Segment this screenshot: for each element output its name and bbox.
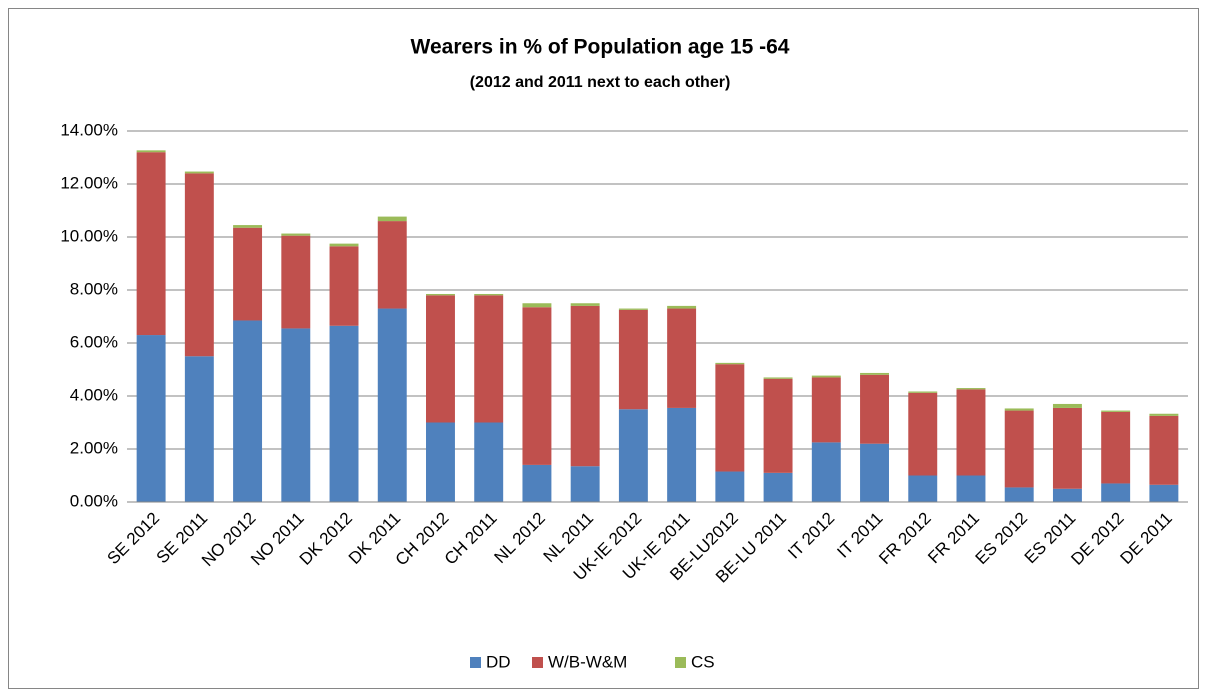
- bar-segment: [329, 246, 359, 326]
- bar-segment: [667, 305, 697, 309]
- bar-segment: [281, 233, 311, 236]
- bar-segment: [426, 295, 455, 423]
- bar-segment: [570, 305, 600, 467]
- chart-title: Wearers in % of Population age 15 -64: [411, 36, 790, 59]
- bar-segment: [956, 388, 986, 390]
- bar-segment: [860, 374, 889, 444]
- y-tick-label: 6.00%: [70, 332, 118, 351]
- bar-segment: [956, 389, 986, 476]
- bar-segment: [474, 422, 504, 502]
- bar-segment: [426, 422, 455, 502]
- chart-subtitle: (2012 and 2011 next to each other): [470, 74, 731, 91]
- bar-segment: [1101, 483, 1131, 502]
- bar-segment: [522, 303, 552, 308]
- legend-swatch: [470, 657, 481, 668]
- legend-label: CS: [691, 652, 715, 671]
- legend-label: W/B-W&M: [548, 652, 627, 671]
- bar-segment: [233, 320, 263, 502]
- bar-segment: [426, 293, 455, 296]
- y-tick-label: 10.00%: [60, 226, 118, 245]
- bar-segment: [281, 235, 311, 329]
- bar-segment: [811, 375, 841, 378]
- bar-segment: [667, 407, 697, 502]
- bar-segment: [908, 392, 938, 476]
- bar-segment: [763, 377, 793, 379]
- bar-segment: [763, 378, 793, 473]
- bar-segment: [233, 225, 263, 228]
- bar-segment: [763, 472, 793, 502]
- bar-segment: [1149, 413, 1179, 416]
- bar-segment: [860, 443, 889, 502]
- bar-segment: [377, 308, 407, 502]
- bar-segment: [860, 372, 889, 375]
- bar-segment: [570, 466, 600, 502]
- bar-segment: [329, 325, 359, 502]
- bar-segment: [329, 243, 359, 247]
- bar-segment: [184, 171, 214, 174]
- bar-segment: [281, 328, 311, 502]
- bar-segment: [570, 303, 600, 306]
- bar-segment: [1149, 415, 1179, 485]
- bar-segment: [136, 150, 166, 153]
- bar-segment: [908, 475, 938, 502]
- y-tick-label: 2.00%: [70, 438, 118, 457]
- bar-segment: [377, 216, 407, 222]
- bar-segment: [474, 293, 504, 296]
- y-tick-label: 14.00%: [60, 120, 118, 139]
- bar-segment: [184, 173, 214, 357]
- bar-segment: [1101, 410, 1131, 412]
- bar-segment: [811, 442, 841, 502]
- bar-segment: [1052, 403, 1082, 408]
- bar-segment: [233, 227, 263, 321]
- bar-segment: [136, 335, 166, 502]
- bar-segment: [1004, 408, 1034, 411]
- bar-segment: [667, 308, 697, 408]
- y-tick-label: 4.00%: [70, 385, 118, 404]
- bar-segment: [377, 221, 407, 309]
- bar-segment: [618, 409, 648, 502]
- bar-segment: [1004, 410, 1034, 488]
- bar-segment: [956, 475, 986, 502]
- bar-segment: [715, 471, 745, 502]
- bar-segment: [1052, 488, 1082, 502]
- bar-segment: [715, 364, 745, 472]
- bar-segment: [1052, 407, 1082, 489]
- bar-segment: [522, 307, 552, 465]
- bar-segment: [522, 464, 552, 502]
- bar-segment: [618, 308, 648, 310]
- bar-segment: [715, 362, 745, 365]
- bar-segment: [908, 391, 938, 393]
- bar-segment: [136, 152, 166, 336]
- bar-segment: [184, 356, 214, 502]
- bar-segment: [811, 377, 841, 443]
- bar-segment: [474, 295, 504, 423]
- bar-segment: [1004, 487, 1034, 502]
- bar-segment: [618, 309, 648, 410]
- bar-segment: [1149, 484, 1179, 502]
- y-tick-label: 12.00%: [60, 173, 118, 192]
- legend-swatch: [675, 657, 686, 668]
- y-tick-label: 0.00%: [70, 491, 118, 510]
- legend-swatch: [532, 657, 543, 668]
- y-tick-label: 8.00%: [70, 279, 118, 298]
- legend-label: DD: [486, 652, 511, 671]
- bar-segment: [1101, 411, 1131, 484]
